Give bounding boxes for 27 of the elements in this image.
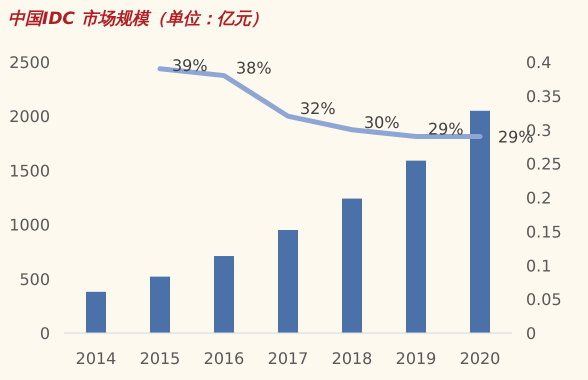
y-tick-label: 2000 bbox=[9, 107, 50, 126]
x-tick-label: 2015 bbox=[140, 349, 180, 368]
data-label: 29% bbox=[428, 120, 464, 139]
x-tick-label: 2017 bbox=[268, 349, 308, 368]
y2-tick-label: 0.05 bbox=[526, 290, 562, 310]
y-tick-label: 1000 bbox=[9, 216, 50, 235]
y2-tick-label: 0 bbox=[526, 324, 536, 343]
y-tick-label: 0 bbox=[40, 324, 50, 343]
x-tick-label: 2016 bbox=[204, 349, 244, 368]
y-tick-label: 2500 bbox=[9, 53, 50, 72]
x-tick-label: 2019 bbox=[396, 349, 436, 368]
x-tick-label: 2020 bbox=[460, 349, 500, 368]
y2-tick-label: 0.4 bbox=[526, 53, 552, 72]
y2-tick-label: 0.25 bbox=[526, 154, 562, 174]
chart-title: 中国IDC 市场规模（单位：亿元） bbox=[8, 9, 268, 29]
data-label: 30% bbox=[364, 112, 400, 132]
y-tick-label: 500 bbox=[19, 270, 50, 289]
data-label: 32% bbox=[300, 99, 336, 118]
y2-tick-label: 0.2 bbox=[526, 188, 552, 208]
y2-tick-label: 0.1 bbox=[526, 256, 552, 276]
x-tick-label: 2014 bbox=[76, 349, 116, 368]
data-label: 38% bbox=[236, 58, 272, 78]
y2-tick-label: 0.35 bbox=[526, 86, 562, 106]
y-tick-label: 1500 bbox=[9, 161, 50, 180]
data-label: 39% bbox=[172, 56, 208, 75]
y2-tick-label: 0.15 bbox=[526, 222, 562, 242]
x-tick-label: 2018 bbox=[332, 349, 372, 368]
